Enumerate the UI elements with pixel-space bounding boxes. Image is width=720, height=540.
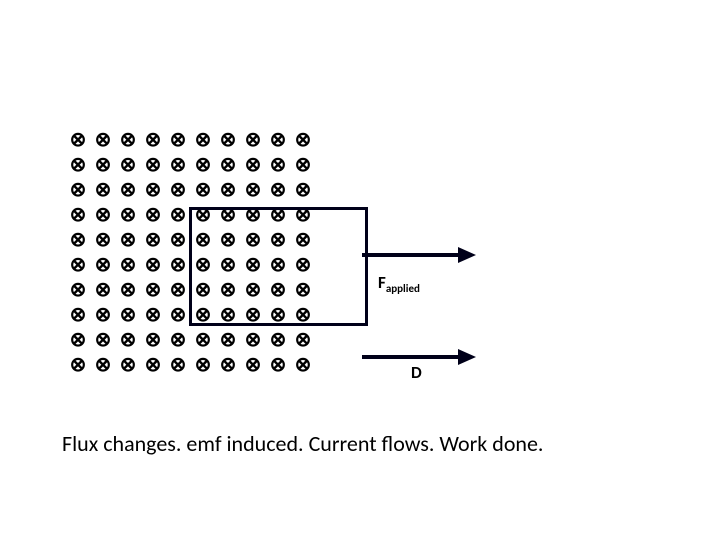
field-into-page-symbol: ⊗ (118, 130, 138, 150)
field-into-page-symbol: ⊗ (93, 355, 113, 375)
applied-force-label: Fapplied (378, 272, 420, 295)
field-into-page-symbol: ⊗ (218, 130, 238, 150)
field-into-page-symbol: ⊗ (143, 305, 163, 325)
conducting-loop (189, 207, 368, 326)
field-into-page-symbol: ⊗ (168, 255, 188, 275)
applied-force-arrow-shaft (362, 253, 458, 257)
field-into-page-symbol: ⊗ (143, 205, 163, 225)
field-into-page-symbol: ⊗ (293, 355, 313, 375)
field-into-page-symbol: ⊗ (118, 330, 138, 350)
field-into-page-symbol: ⊗ (293, 330, 313, 350)
field-into-page-symbol: ⊗ (93, 230, 113, 250)
field-into-page-symbol: ⊗ (193, 130, 213, 150)
field-into-page-symbol: ⊗ (143, 330, 163, 350)
field-into-page-symbol: ⊗ (143, 280, 163, 300)
field-into-page-symbol: ⊗ (168, 205, 188, 225)
field-into-page-symbol: ⊗ (168, 230, 188, 250)
field-into-page-symbol: ⊗ (68, 130, 88, 150)
field-into-page-symbol: ⊗ (68, 280, 88, 300)
field-into-page-symbol: ⊗ (143, 230, 163, 250)
field-into-page-symbol: ⊗ (218, 330, 238, 350)
field-into-page-symbol: ⊗ (218, 355, 238, 375)
applied-force-arrow-head (458, 247, 476, 263)
field-into-page-symbol: ⊗ (293, 180, 313, 200)
field-into-page-symbol: ⊗ (268, 130, 288, 150)
field-into-page-symbol: ⊗ (168, 280, 188, 300)
field-into-page-symbol: ⊗ (93, 180, 113, 200)
field-into-page-symbol: ⊗ (118, 180, 138, 200)
field-into-page-symbol: ⊗ (218, 180, 238, 200)
field-into-page-symbol: ⊗ (168, 180, 188, 200)
field-into-page-symbol: ⊗ (268, 155, 288, 175)
field-into-page-symbol: ⊗ (268, 355, 288, 375)
field-into-page-symbol: ⊗ (118, 280, 138, 300)
field-into-page-symbol: ⊗ (68, 330, 88, 350)
field-into-page-symbol: ⊗ (93, 330, 113, 350)
direction-label: D (411, 362, 422, 383)
field-into-page-symbol: ⊗ (118, 155, 138, 175)
field-into-page-symbol: ⊗ (243, 355, 263, 375)
field-into-page-symbol: ⊗ (68, 305, 88, 325)
field-into-page-symbol: ⊗ (93, 255, 113, 275)
field-into-page-symbol: ⊗ (93, 305, 113, 325)
field-into-page-symbol: ⊗ (118, 305, 138, 325)
field-into-page-symbol: ⊗ (268, 180, 288, 200)
field-into-page-symbol: ⊗ (68, 355, 88, 375)
field-into-page-symbol: ⊗ (68, 180, 88, 200)
applied-force-arrow (362, 247, 476, 263)
field-into-page-symbol: ⊗ (118, 230, 138, 250)
field-into-page-symbol: ⊗ (193, 355, 213, 375)
field-into-page-symbol: ⊗ (293, 130, 313, 150)
field-into-page-symbol: ⊗ (68, 255, 88, 275)
field-into-page-symbol: ⊗ (118, 255, 138, 275)
field-into-page-symbol: ⊗ (168, 155, 188, 175)
field-into-page-symbol: ⊗ (168, 130, 188, 150)
field-into-page-symbol: ⊗ (143, 130, 163, 150)
field-into-page-symbol: ⊗ (218, 155, 238, 175)
field-into-page-symbol: ⊗ (93, 280, 113, 300)
field-into-page-symbol: ⊗ (243, 130, 263, 150)
field-into-page-symbol: ⊗ (143, 155, 163, 175)
caption-text: Flux changes. emf induced. Current flows… (62, 430, 544, 457)
field-into-page-symbol: ⊗ (243, 155, 263, 175)
field-into-page-symbol: ⊗ (68, 205, 88, 225)
direction-arrow-shaft (362, 355, 458, 359)
field-into-page-symbol: ⊗ (68, 155, 88, 175)
field-into-page-symbol: ⊗ (168, 355, 188, 375)
field-into-page-symbol: ⊗ (93, 130, 113, 150)
field-into-page-symbol: ⊗ (93, 205, 113, 225)
field-into-page-symbol: ⊗ (243, 180, 263, 200)
field-into-page-symbol: ⊗ (193, 180, 213, 200)
applied-force-label-sub: applied (386, 282, 420, 295)
field-into-page-symbol: ⊗ (293, 155, 313, 175)
field-into-page-symbol: ⊗ (143, 180, 163, 200)
field-into-page-symbol: ⊗ (193, 330, 213, 350)
field-into-page-symbol: ⊗ (68, 230, 88, 250)
field-into-page-symbol: ⊗ (243, 330, 263, 350)
field-into-page-symbol: ⊗ (143, 355, 163, 375)
field-into-page-symbol: ⊗ (118, 205, 138, 225)
applied-force-label-main: F (378, 272, 386, 293)
field-into-page-symbol: ⊗ (168, 330, 188, 350)
field-into-page-symbol: ⊗ (143, 255, 163, 275)
field-into-page-symbol: ⊗ (118, 355, 138, 375)
field-into-page-symbol: ⊗ (268, 330, 288, 350)
field-into-page-symbol: ⊗ (168, 305, 188, 325)
field-into-page-symbol: ⊗ (193, 155, 213, 175)
field-into-page-symbol: ⊗ (93, 155, 113, 175)
direction-arrow-head (458, 349, 476, 365)
